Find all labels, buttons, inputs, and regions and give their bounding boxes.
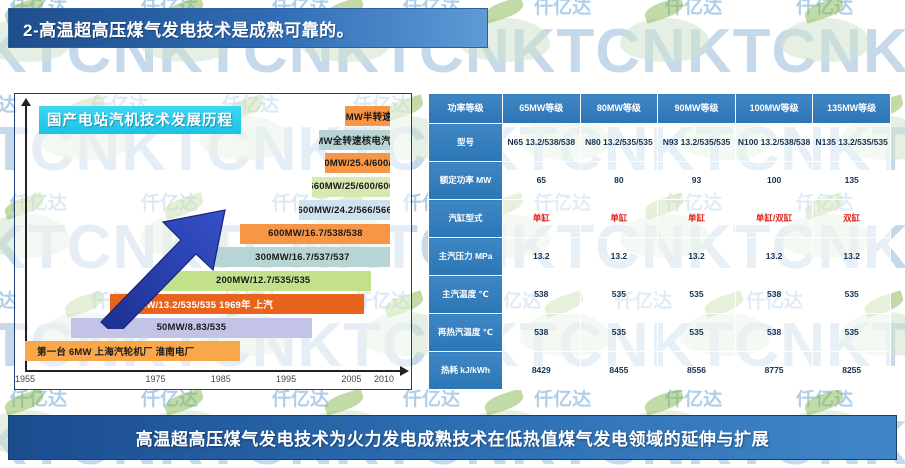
chart-bar: 1000MW/25.4/600/600 [325,153,391,173]
spec-table-cell: 80 [579,161,659,200]
spec-table-cell: 13.2 [502,237,581,276]
chart-bar: 1000MW半转速核电 [344,106,391,126]
chart-y-axis [25,104,27,372]
spec-table-cell: 538 [734,275,814,314]
chart-x-tick: 1955 [15,374,36,384]
spec-table-col-header: 90MW等级 [657,93,736,124]
table-row: 再热汽温度 ℃ 538 535 535 538 535 [428,313,891,352]
spec-table-cell: 535 [657,275,736,314]
spec-table-cell: 535 [579,313,659,352]
chart-x-tick: 2005 [341,374,362,384]
spec-table-cell: 100 [734,161,814,200]
spec-table-col-header: 80MW等级 [579,93,659,124]
spec-table-cell: 13.2 [579,237,659,276]
spec-table-row-header: 再热汽温度 ℃ [428,313,503,352]
spec-table-col-header: 135MW等级 [812,93,891,124]
spec-table-cell: 93 [657,161,736,200]
table-row: 热耗 kJ/kWh 8429 8455 8556 8775 8255 [428,351,891,390]
conclusion-banner: 高温超高压煤气发电技术为火力发电成熟技术在低热值煤气发电领域的延伸与扩展 [8,415,897,460]
chart-title: 国产电站汽机技术发展历程 [39,106,241,134]
table-row: 汽缸型式 单缸 单缸 单缸 单缸/双缸 双缸 [428,199,891,238]
spec-table-cell: 538 [502,275,581,314]
spec-table-cell: 538 [734,313,814,352]
spec-table-col-header: 功率等级 [428,93,503,124]
chart-y-axis-arrow-icon [21,98,31,106]
spec-table-cell: 单缸 [657,199,736,238]
spec-table-cell: 8556 [657,351,736,390]
chart-bar: 200MW/12.7/535/535 [155,270,371,291]
spec-table-cell: 8455 [579,351,659,390]
spec-table-row-header: 汽缸型式 [428,199,503,238]
spec-table-cell: 8429 [502,351,581,390]
spec-table-cell: N80 13.2/535/535 [579,123,659,162]
spec-table-cell: 单缸 [502,199,581,238]
timeline-chart-panel: 国产电站汽机技术发展历程 1000MW半转速核电 900MW全转速核电汽轮机 100… [14,93,412,390]
chart-bar: 第一台 6MW 上海汽轮机厂 淮南电厂 [25,341,241,361]
spec-table-cell: N100 13.2/538/538 [734,123,814,162]
spec-table-row-header: 主汽压力 MPa [428,237,503,276]
chart-x-axis [25,370,403,372]
chart-x-axis-arrow-icon [400,366,409,376]
spec-table-row-header: 主汽温度 ℃ [428,275,503,314]
table-row: 型号 N65 13.2/538/538 N80 13.2/535/535 N93 13… [428,123,891,162]
spec-table-cell: 535 [657,313,736,352]
spec-table-row-header: 型号 [428,123,503,162]
spec-table-body: 型号 N65 13.2/538/538 N80 13.2/535/535 N93 13… [428,123,891,390]
spec-table-head: 功率等级 65MW等级 80MW等级 90MW等级 100MW等级 135MW等级 [428,93,891,124]
conclusion-text: 高温超高压煤气发电技术为火力发电成熟技术在低热值煤气发电领域的延伸与扩展 [135,430,770,449]
spec-table-header-row: 功率等级 65MW等级 80MW等级 90MW等级 100MW等级 135MW等级 [428,93,891,124]
chart-x-tick: 1995 [276,374,297,384]
chart-bar: 300MW/16.7/537/537 [214,247,391,267]
chart-x-tick: 1975 [145,374,166,384]
spec-table-cell: 535 [812,313,891,352]
spec-table-cell: 535 [579,275,659,314]
table-row: 额定功率 MW 65 80 93 100 135 [428,161,891,200]
table-row: 主汽温度 ℃ 538 535 535 538 535 [428,275,891,314]
spec-table-cell: 65 [502,161,581,200]
spec-table-row-header: 额定功率 MW [428,161,503,200]
spec-table-cell: 135 [812,161,891,200]
table-row: 主汽压力 MPa 13.2 13.2 13.2 13.2 13.2 [428,237,891,276]
trend-arrow-icon [100,209,226,329]
chart-x-tick: 2010 [373,374,394,384]
page-title: 2-高温超高压煤气发电技术是成熟可靠的。 [23,20,355,40]
spec-table-col-header: 65MW等级 [502,93,581,124]
chart-bar: 600MW/16.7/538/538 [240,223,391,244]
spec-table-cell: N93 13.2/535/535 [657,123,736,162]
spec-table-cell: 8775 [734,351,814,390]
spec-table-panel: 功率等级 65MW等级 80MW等级 90MW等级 100MW等级 135MW等级 型号 N… [428,93,891,390]
spec-table-cell: 13.2 [812,237,891,276]
spec-table-cell: 单缸/双缸 [734,199,814,238]
spec-table-cell: 13.2 [734,237,814,276]
chart-bar: 900MW全转速核电汽轮机 [318,129,391,150]
spec-table: 功率等级 65MW等级 80MW等级 90MW等级 100MW等级 135MW等级 型号 N… [428,93,891,390]
chart-bar: 600MW/24.2/566/566 [299,200,391,220]
chart-bar: 660MW/25/600/600 [312,176,391,197]
spec-table-col-header: 100MW等级 [734,93,814,124]
spec-table-row-header: 热耗 kJ/kWh [428,351,503,390]
spec-table-cell: 单缸 [579,199,659,238]
spec-table-cell: N135 13.2/535/535 [812,123,891,162]
spec-table-cell: 538 [502,313,581,352]
chart-x-tick: 1985 [210,374,231,384]
spec-table-cell: 13.2 [657,237,736,276]
spec-table-cell: 535 [812,275,891,314]
spec-table-cell: 8255 [812,351,891,390]
spec-table-cell: 双缸 [812,199,891,238]
slide-title-bar: 2-高温超高压煤气发电技术是成熟可靠的。 [8,8,488,48]
spec-table-cell: N65 13.2/538/538 [502,123,581,162]
